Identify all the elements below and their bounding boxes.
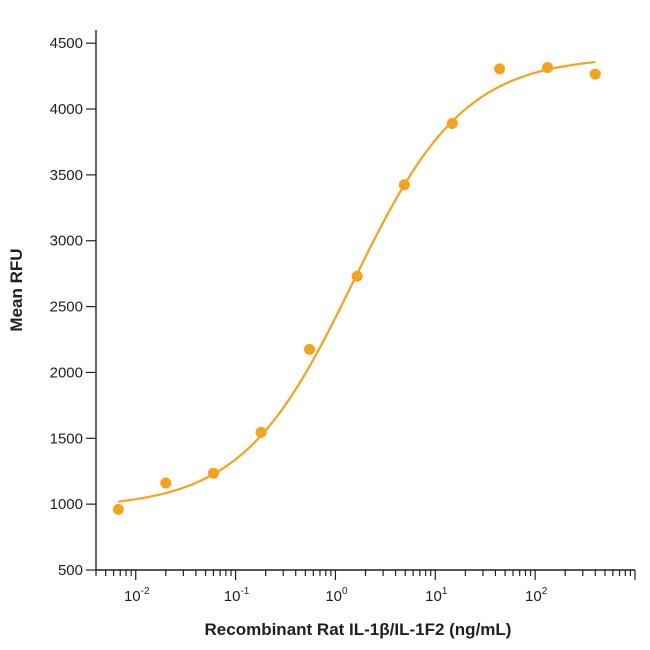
- x-tick-label-exponent: 1: [442, 586, 448, 597]
- y-tick-label: 3500: [50, 167, 83, 184]
- y-tick-label: 500: [58, 562, 83, 579]
- y-tick-label: 3000: [50, 233, 83, 250]
- x-tick-label-exponent: 0: [342, 586, 348, 597]
- data-points: [112, 62, 601, 515]
- data-point: [304, 343, 316, 355]
- x-tick-label: 10-2: [124, 586, 150, 605]
- x-tick-label-base: 10: [525, 588, 542, 605]
- y-tick-label: 4500: [50, 35, 83, 52]
- data-point: [207, 467, 219, 479]
- y-tick-label: 1000: [50, 496, 83, 513]
- fit-curve: [118, 60, 596, 503]
- data-point: [112, 503, 124, 515]
- x-axis-ticks: 10-2 10-1 100 101 102: [95, 570, 636, 605]
- data-point: [398, 179, 410, 191]
- x-tick-label: 100: [325, 586, 348, 605]
- y-axis-title: Mean RFU: [7, 248, 26, 331]
- x-tick-label: 10-1: [224, 586, 250, 605]
- axes: [95, 30, 635, 571]
- y-tick-label: 2500: [50, 299, 83, 316]
- x-tick-label-base: 10: [425, 588, 442, 605]
- data-point: [255, 426, 267, 438]
- y-tick-label: 4000: [50, 101, 83, 118]
- x-tick-label-exponent: -1: [240, 586, 249, 597]
- x-tick-label: 101: [425, 586, 448, 605]
- data-point: [446, 118, 458, 130]
- x-tick-label-base: 10: [124, 588, 141, 605]
- y-tick-label: 2000: [50, 364, 83, 381]
- data-point: [494, 63, 506, 75]
- x-tick-label-exponent: 2: [542, 586, 548, 597]
- data-point: [351, 270, 363, 282]
- y-axis-ticks: 500 1000 1500 2000 2500 3000 3500 4000 4500: [50, 35, 96, 579]
- x-axis-title: Recombinant Rat IL-1β/IL-1F2 (ng/mL): [205, 620, 512, 639]
- x-tick-label-base: 10: [325, 588, 342, 605]
- x-tick-label: 102: [525, 586, 548, 605]
- data-point: [589, 68, 601, 80]
- x-tick-label-exponent: -2: [141, 586, 150, 597]
- data-point: [542, 62, 554, 74]
- y-tick-label: 1500: [50, 430, 83, 447]
- x-tick-label-base: 10: [224, 588, 241, 605]
- data-point: [160, 477, 172, 489]
